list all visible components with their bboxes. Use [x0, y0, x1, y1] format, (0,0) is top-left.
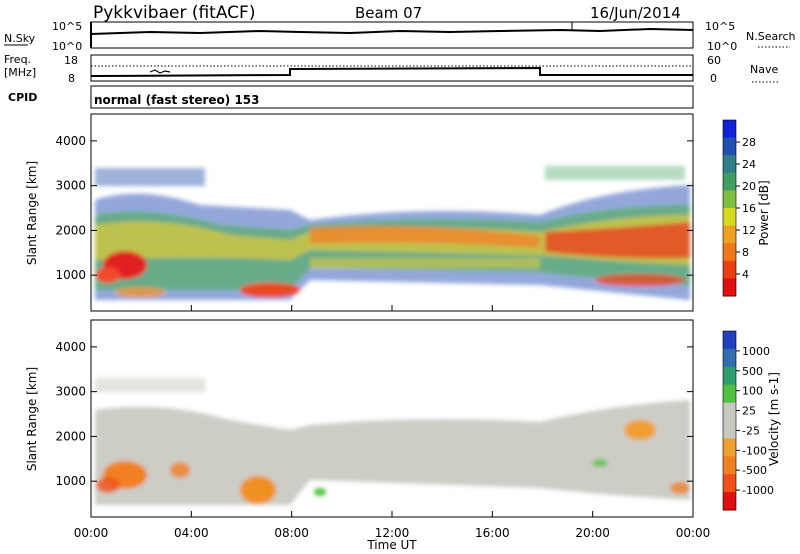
velocity-ytick-label: 4000 — [55, 340, 86, 354]
velocity-heatmap — [95, 378, 690, 505]
power-colorbar-tick: 4 — [742, 268, 749, 281]
power-colorbar-swatch — [723, 208, 736, 227]
power-y-axis: 1000 2000 3000 4000 — [55, 134, 693, 282]
power-colorbar-label: Power [dB] — [757, 180, 771, 245]
power-colorbar-tick: 20 — [742, 180, 756, 193]
power-colorbar-swatch — [723, 137, 736, 156]
x-tick-label: 04:00 — [174, 526, 209, 540]
velocity-ytick-label: 1000 — [55, 474, 86, 488]
power-ytick-label: 2000 — [55, 223, 86, 237]
power-colorbar-tick: 8 — [742, 246, 749, 259]
nsky-tick-hi: 10^5 — [52, 20, 82, 33]
power-colorbar-swatch — [723, 120, 736, 139]
power-colorbar-swatch — [723, 243, 736, 262]
velocity-colorbar-swatch — [723, 474, 736, 493]
power-colorbar-swatch — [723, 155, 736, 174]
nsearch-tick-lo: 10^0 — [707, 40, 737, 53]
velocity-colorbar-tick: -25 — [742, 424, 760, 437]
velocity-y-axis: 1000 2000 3000 4000 — [55, 340, 693, 488]
x-tick-label: 00:00 — [676, 526, 711, 540]
power-colorbar-tick: 24 — [742, 158, 756, 171]
nsky-label: N.Sky — [4, 32, 36, 45]
nave-label: Nave — [750, 63, 778, 76]
velocity-colorbar-tick: -500 — [742, 464, 767, 477]
nsearch-tick-hi: 10^5 — [705, 20, 735, 33]
velocity-colorbar-swatch — [723, 384, 736, 404]
x-tick-label: 20:00 — [575, 526, 610, 540]
velocity-colorbar-swatch — [723, 366, 736, 386]
nsearch-label: N.Search — [746, 30, 796, 43]
beam-title: Beam 07 — [355, 4, 422, 22]
velocity-colorbar-label: Velocity [m s-1] — [767, 372, 781, 466]
velocity-colorbar-tick: 500 — [742, 365, 763, 378]
nave-tick-lo: 0 — [710, 72, 717, 85]
cpid-panel: CPID normal (fast stereo) 153 — [8, 85, 694, 109]
power-ylabel: Slant Range [km] — [25, 161, 39, 265]
velocity-colorbar-tick: 1000 — [742, 345, 770, 358]
cpid-text: normal (fast stereo) 153 — [94, 93, 260, 107]
velocity-colorbar-swatch — [723, 438, 736, 457]
velocity-colorbar-swatch — [723, 420, 736, 439]
velocity-colorbar-tick: 25 — [742, 405, 756, 418]
x-tick-label: 16:00 — [475, 526, 510, 540]
power-ytick-label: 3000 — [55, 179, 86, 193]
station-title: Pykkvibaer (fitACF) — [93, 3, 255, 23]
nsky-panel: N.Sky 10^5 10^0 10^5 10^0 N.Search — [4, 20, 796, 53]
power-colorbar-swatch — [723, 278, 736, 297]
velocity-panel: 1000 2000 3000 4000 Slant Range [km] 1000 50… — [25, 305, 781, 552]
power-colorbar-swatch — [723, 225, 736, 244]
time-x-axis: 00:00 04:00 08:00 12:00 16:00 20:00 00:00 — [74, 305, 711, 540]
velocity-colorbar-swatch — [723, 331, 736, 350]
power-colorbar-tick: 12 — [742, 224, 756, 237]
power-colorbar-tick: 16 — [742, 202, 756, 215]
date-title: 16/Jun/2014 — [590, 4, 681, 22]
power-heatmap — [95, 166, 690, 300]
freq-trace — [90, 66, 693, 77]
nsky-trace — [90, 27, 694, 35]
power-ytick-label: 4000 — [55, 134, 86, 148]
velocity-colorbar-tick: 100 — [742, 385, 763, 398]
x-tick-label: 08:00 — [274, 526, 309, 540]
xlabel: Time UT — [366, 538, 417, 552]
velocity-ytick-label: 2000 — [55, 429, 86, 443]
velocity-colorbar: 1000 500 100 25 -25 -100 -500 -1000 — [722, 330, 774, 511]
power-colorbar-swatch — [723, 172, 736, 191]
freq-tick-lo: 8 — [68, 72, 75, 85]
velocity-colorbar-swatch — [723, 456, 736, 475]
x-tick-label: 12:00 — [375, 526, 410, 540]
velocity-colorbar-swatch — [723, 348, 736, 368]
freq-label-2: [MHz] — [4, 66, 36, 79]
velocity-colorbar-swatch — [723, 492, 736, 511]
power-colorbar-swatch — [723, 190, 736, 209]
nave-tick-hi: 60 — [707, 54, 721, 67]
power-colorbar-swatch — [723, 260, 736, 279]
velocity-ylabel: Slant Range [km] — [25, 367, 39, 471]
freq-label-1: Freq. — [4, 53, 31, 66]
velocity-colorbar-tick: -100 — [742, 444, 767, 457]
nsky-tick-lo: 10^0 — [52, 40, 82, 53]
velocity-colorbar-swatch — [723, 402, 736, 421]
freq-tick-hi: 18 — [64, 54, 78, 67]
velocity-colorbar-tick: -1000 — [742, 484, 774, 497]
power-ytick-label: 1000 — [55, 268, 86, 282]
power-colorbar-tick: 28 — [742, 136, 756, 149]
x-tick-label: 00:00 — [74, 526, 109, 540]
velocity-ytick-label: 3000 — [55, 385, 86, 399]
cpid-label: CPID — [8, 91, 37, 104]
freq-panel: Freq. [MHz] 18 8 60 0 Nave — [4, 53, 778, 85]
power-panel: 1000 2000 3000 4000 Slant Range [km] 4 8 12 16… — [25, 113, 771, 312]
power-colorbar: 4 8 12 16 20 24 28 — [722, 119, 756, 297]
